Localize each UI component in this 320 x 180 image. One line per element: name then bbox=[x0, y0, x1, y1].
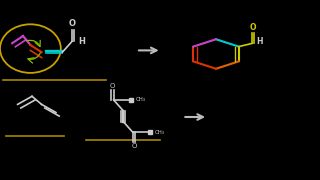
Text: O: O bbox=[68, 19, 76, 28]
Text: O: O bbox=[132, 143, 137, 149]
Text: H: H bbox=[78, 37, 84, 46]
Text: CH₃: CH₃ bbox=[155, 130, 165, 135]
Text: H: H bbox=[257, 37, 263, 46]
Text: O: O bbox=[110, 83, 115, 89]
Text: CH₃: CH₃ bbox=[135, 97, 146, 102]
Text: O: O bbox=[250, 23, 256, 32]
